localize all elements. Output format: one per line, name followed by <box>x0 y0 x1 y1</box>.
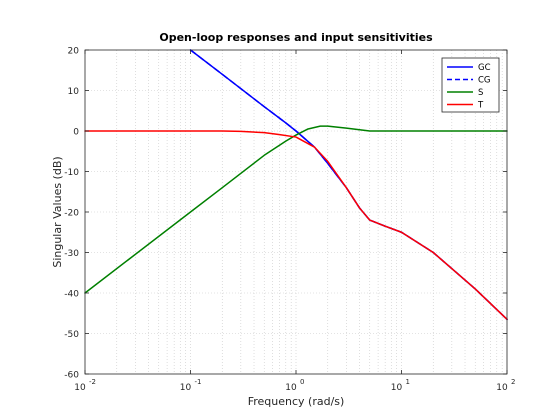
x-tick-label: 10 <box>180 383 192 393</box>
y-axis-label: Singular Values (dB) <box>51 156 64 267</box>
legend-label-t: T <box>477 101 484 111</box>
y-tick-label: 10 <box>68 87 80 97</box>
x-axis-label: Frequency (rad/s) <box>248 395 345 408</box>
x-tick-exponent: 2 <box>511 378 515 386</box>
x-tick-exponent: 0 <box>300 378 304 386</box>
y-tick-label: -30 <box>64 249 79 259</box>
chart-title: Open-loop responses and input sensitivit… <box>159 31 433 44</box>
plot-lines <box>84 49 508 321</box>
legend: GC CG ST <box>441 57 500 113</box>
series-line-t <box>84 130 508 321</box>
series-line-s <box>84 125 508 294</box>
legend-label-cg: CG <box>478 76 491 86</box>
x-tick-exponent: 1 <box>406 378 410 386</box>
x-tick-label: 10 <box>391 383 403 393</box>
y-tick-label: 0 <box>73 128 79 138</box>
x-tick-label: 10 <box>496 383 508 393</box>
y-tick-label: -40 <box>64 290 79 300</box>
y-tick-label: -10 <box>64 168 79 178</box>
x-tick-exponent: -2 <box>89 378 96 386</box>
y-tick-label: -50 <box>64 330 79 340</box>
x-tick-label: 10 <box>74 383 86 393</box>
axis-ticks <box>84 49 508 375</box>
x-tick-label: 10 <box>285 383 297 393</box>
series-line-cg <box>189 49 508 321</box>
x-tick-exponent: -1 <box>195 378 202 386</box>
legend-label-s: S <box>478 88 483 98</box>
y-tick-label: 20 <box>68 47 80 57</box>
y-tick-labels: 20 10 0 -10 -20 -30 -40 -50 -60 <box>64 47 79 381</box>
legend-label-gc: GC <box>478 63 491 73</box>
y-tick-label: -60 <box>64 371 79 381</box>
y-tick-label: -20 <box>64 209 79 219</box>
